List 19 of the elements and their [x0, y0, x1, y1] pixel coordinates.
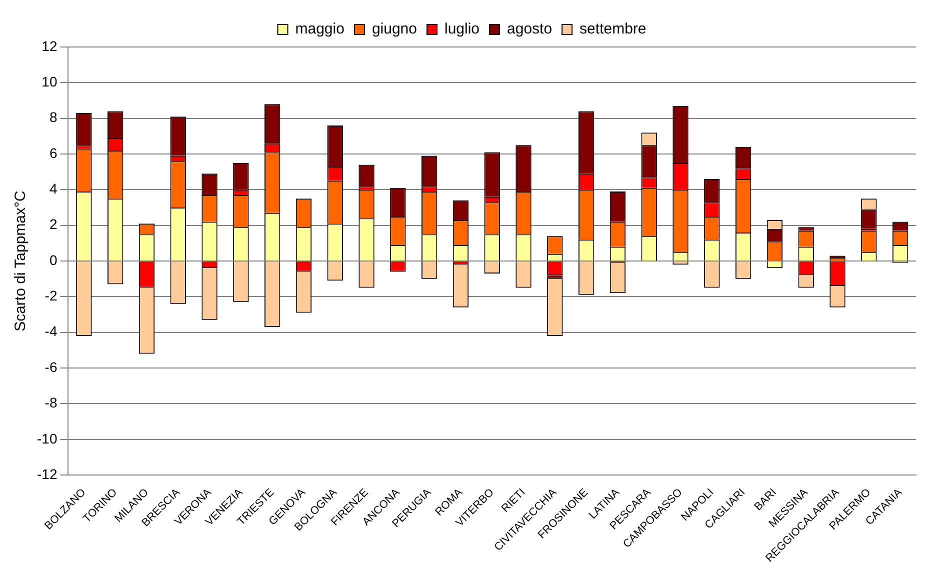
y-tick-label: -2 — [44, 288, 58, 304]
y-tick-label: 10 — [42, 74, 58, 90]
legend-label: giugno — [372, 20, 417, 38]
y-tick-label: -8 — [44, 394, 58, 411]
y-axis-title: Scarto di Tappmax°C — [12, 190, 30, 332]
y-tick-label: -6 — [44, 358, 58, 375]
legend-label: maggio — [295, 20, 344, 38]
legend-label: agosto — [507, 20, 552, 38]
y-tick-label: -10 — [37, 430, 58, 446]
y-tick-label: -12 — [37, 466, 58, 482]
legend-label: luglio — [444, 20, 480, 38]
y-tick-label: 8 — [49, 109, 58, 126]
y-tick-label: 0 — [49, 252, 58, 268]
y-tick-label: 2 — [49, 216, 58, 232]
y-tick-label: 6 — [49, 144, 58, 161]
y-tick-label: -4 — [44, 323, 58, 340]
legend-label: settembre — [580, 20, 646, 38]
y-tick-label: 4 — [49, 180, 58, 197]
y-tick-label: 12 — [42, 38, 58, 54]
